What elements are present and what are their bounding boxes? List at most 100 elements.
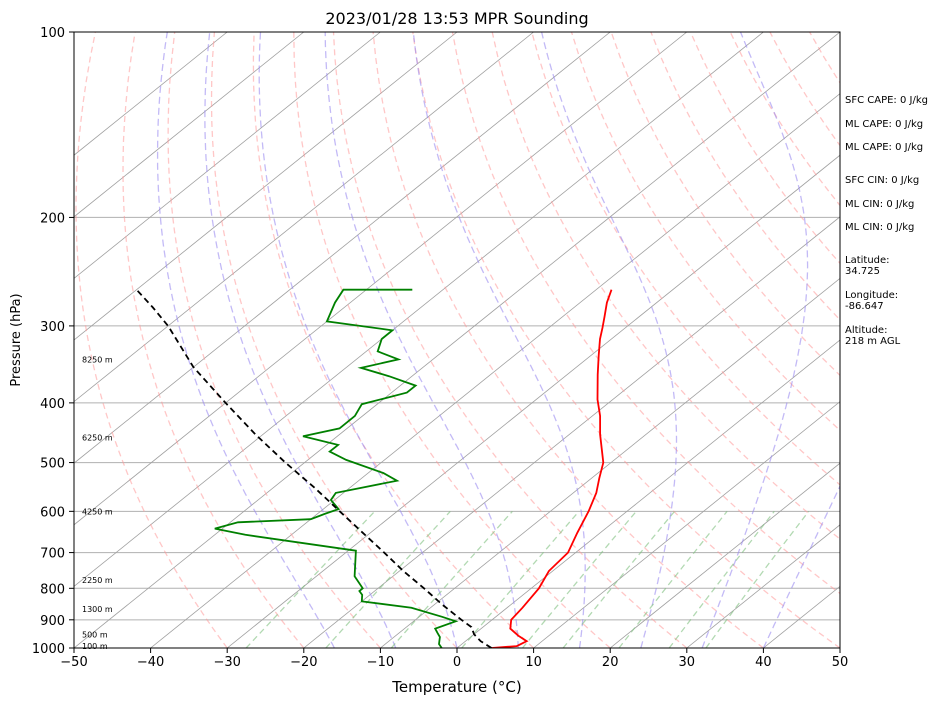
- y-axis-ticks: 100 200 300 400 500 600 700 800 900 1000: [32, 26, 74, 657]
- height-label: 1300 m: [82, 605, 113, 614]
- dry-adiabat-line: [650, 32, 840, 321]
- dewpoint-profile: [214, 288, 459, 648]
- height-label: 500 m: [82, 630, 108, 639]
- x-tick-label: 50: [832, 655, 849, 670]
- dry-adiabat-line: [372, 32, 764, 648]
- dry-adiabat-line: [929, 32, 946, 648]
- x-tick-label: −30: [213, 655, 240, 670]
- mixing-ratio-line: [461, 510, 580, 648]
- longitude-label: Longitude:: [845, 290, 899, 301]
- y-tick-label: 1000: [32, 642, 65, 657]
- dry-adiabat-line: [293, 32, 611, 648]
- dry-adiabat-line: [610, 32, 840, 377]
- x-tick-label: −50: [60, 655, 87, 670]
- dry-adiabat-line: [210, 32, 458, 648]
- sfc-cape-label: SFC CAPE: 0 J/kg: [845, 95, 928, 106]
- mixing-ratio-line: [521, 510, 637, 648]
- x-tick-label: −40: [137, 655, 164, 670]
- isotherm-line: [380, 277, 840, 648]
- dry-adiabat-line: [167, 32, 381, 648]
- moist-adiabat-line: [258, 32, 458, 648]
- ml-cin-label: ML CIN: 0 J/kg: [845, 199, 915, 210]
- moist-adiabat-line: [701, 32, 809, 648]
- dry-adiabat-line: [122, 32, 305, 648]
- x-tick-label: 20: [602, 655, 619, 670]
- chart-title: 2023/01/28 13:53 MPR Sounding: [325, 9, 588, 28]
- mixing-ratio-line: [325, 510, 451, 648]
- isotherm-line: [74, 32, 534, 403]
- mixing-ratio-line: [245, 510, 376, 648]
- height-label: 100 m: [82, 642, 108, 651]
- temperature-profile: [491, 289, 613, 648]
- parcel-profile: [135, 289, 492, 648]
- isotherm-line: [150, 93, 840, 648]
- isotherm-line: [74, 32, 458, 341]
- y-tick-label: 500: [40, 457, 65, 472]
- x-tick-label: 30: [679, 655, 696, 670]
- dry-adiabat-line: [412, 32, 840, 648]
- isotherm-line: [74, 32, 688, 526]
- y-tick-label: 900: [40, 614, 65, 629]
- y-axis-label: Pressure (hPa): [9, 293, 24, 386]
- mixing-ratio-line: [618, 510, 728, 648]
- isotherm-line: [303, 216, 840, 648]
- y-tick-label: 700: [40, 547, 65, 562]
- isotherm-line: [74, 32, 611, 464]
- altitude-label: Altitude:: [845, 325, 888, 336]
- y-tick-label: 200: [40, 211, 65, 226]
- mixing-ratio-line: [705, 510, 810, 648]
- latitude-value: 34.725: [845, 266, 880, 277]
- y-tick-label: 300: [40, 320, 65, 335]
- ml-cape-label-2: ML CAPE: 0 J/kg: [845, 142, 924, 153]
- mixing-ratio-line: [562, 510, 676, 648]
- x-tick-label: 0: [453, 655, 461, 670]
- x-axis-label: Temperature (°C): [391, 678, 521, 696]
- sfc-cin-label: SFC CIN: 0 J/kg: [845, 175, 920, 186]
- isotherm-line: [74, 32, 381, 279]
- isotherm-line: [533, 401, 840, 648]
- x-tick-label: 10: [525, 655, 542, 670]
- y-tick-label: 400: [40, 397, 65, 412]
- height-label: 2250 m: [82, 576, 113, 585]
- longitude-value: -86.647: [845, 301, 884, 312]
- isotherm-line: [74, 32, 228, 156]
- dry-adiabat-line: [570, 32, 840, 432]
- ml-cape-label: ML CAPE: 0 J/kg: [845, 119, 924, 130]
- plot-series: [135, 288, 613, 648]
- moist-adiabat-line: [156, 32, 335, 648]
- isotherm-line: [609, 462, 840, 648]
- y-tick-label: 600: [40, 505, 65, 520]
- x-axis-ticks: −50 −40 −30 −20 −10 0 10 20 30 40 50: [60, 648, 848, 670]
- altitude-block: Altitude: 218 m AGL: [845, 325, 900, 347]
- latitude-block: Latitude: 34.725: [845, 255, 890, 277]
- isotherm-line: [74, 32, 764, 587]
- isotherm-line: [226, 154, 840, 648]
- mixing-ratio-line: [390, 510, 513, 648]
- height-label: 4250 m: [82, 507, 113, 516]
- x-tick-label: 40: [755, 655, 772, 670]
- moist-adiabat-line: [762, 484, 840, 648]
- plot-grid: [74, 32, 946, 648]
- y-tick-label: 800: [40, 582, 65, 597]
- y-tick-label: 100: [40, 26, 65, 41]
- height-label: 8250 m: [82, 355, 113, 364]
- moist-adiabat-line: [412, 32, 586, 648]
- isotherm-line: [74, 32, 305, 218]
- dry-adiabat-line: [252, 32, 535, 648]
- mixing-ratio-line: [668, 510, 775, 648]
- height-label: 6250 m: [82, 433, 113, 442]
- height-labels: 100 m 500 m 1300 m 2250 m 4250 m 6250 m 8250 m: [82, 355, 113, 651]
- moist-adiabat-line: [324, 32, 519, 648]
- ml-cin-label-2: ML CIN: 0 J/kg: [845, 222, 915, 233]
- longitude-block: Longitude: -86.647: [845, 290, 898, 312]
- dry-adiabat-line: [332, 32, 688, 648]
- altitude-value: 218 m AGL: [845, 336, 901, 347]
- x-tick-label: −10: [367, 655, 394, 670]
- isotherm-line: [74, 32, 840, 648]
- moist-adiabat-line: [204, 32, 397, 648]
- isotherm-line: [686, 524, 840, 648]
- x-tick-label: −20: [290, 655, 317, 670]
- dry-adiabat-line: [451, 32, 840, 595]
- latitude-label: Latitude:: [845, 255, 890, 266]
